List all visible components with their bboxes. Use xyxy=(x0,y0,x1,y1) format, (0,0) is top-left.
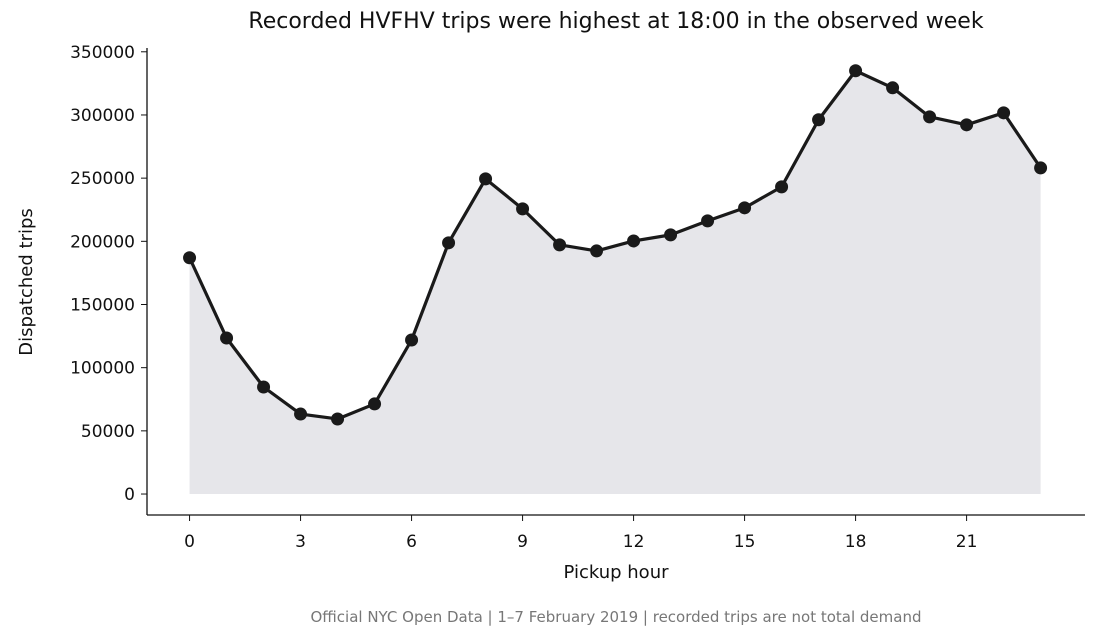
x-tick-label: 3 xyxy=(295,532,306,552)
y-axis-label: Dispatched trips xyxy=(16,208,37,356)
point xyxy=(553,238,567,252)
y-tick-label: 300000 xyxy=(70,106,135,126)
x-tick-label: 21 xyxy=(956,532,978,552)
y-tick-label: 200000 xyxy=(70,232,135,252)
chart-title: Recorded HVFHV trips were highest at 18:… xyxy=(248,9,983,34)
point xyxy=(294,407,308,421)
point xyxy=(368,397,382,411)
point xyxy=(627,234,641,248)
x-tick-label: 0 xyxy=(184,532,195,552)
point xyxy=(183,251,197,265)
area xyxy=(189,70,1041,495)
y-tick-label: 250000 xyxy=(70,169,135,189)
y-tick-label: 50000 xyxy=(81,422,135,442)
point xyxy=(849,64,863,78)
point xyxy=(257,380,271,394)
point xyxy=(331,412,345,426)
x-tick-label: 15 xyxy=(734,532,756,552)
point xyxy=(775,180,789,194)
point xyxy=(479,172,493,186)
point xyxy=(1034,161,1048,175)
source-note: Official NYC Open Data | 1–7 February 20… xyxy=(310,608,921,626)
point xyxy=(664,228,678,242)
y-tick-label: 350000 xyxy=(70,43,135,63)
point xyxy=(738,201,752,215)
x-tick-label: 12 xyxy=(623,532,645,552)
point xyxy=(997,106,1011,120)
y-tick-label: 100000 xyxy=(70,359,135,379)
point xyxy=(442,236,456,250)
point xyxy=(960,118,974,132)
point xyxy=(923,110,937,124)
point xyxy=(405,333,419,347)
point xyxy=(220,331,234,345)
point xyxy=(812,113,826,127)
point xyxy=(886,81,900,95)
x-tick-label: 9 xyxy=(517,532,528,552)
point xyxy=(516,202,530,216)
point xyxy=(590,244,604,258)
x-axis-label: Pickup hour xyxy=(563,562,669,583)
x-tick-label: 6 xyxy=(406,532,417,552)
point xyxy=(701,214,715,228)
y-tick-label: 150000 xyxy=(70,295,135,315)
y-tick-label: 0 xyxy=(124,485,135,505)
x-tick-label: 18 xyxy=(845,532,867,552)
